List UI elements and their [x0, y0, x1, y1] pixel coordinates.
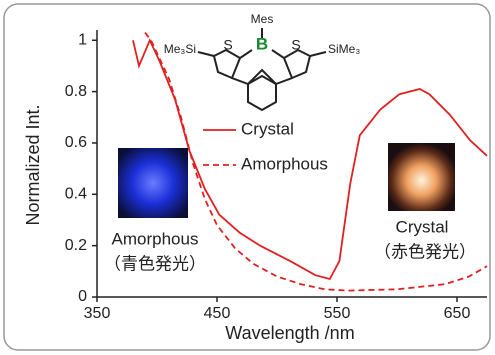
x-tick-label: 650 [444, 305, 471, 322]
chart: 0 0.2 0.4 0.6 0.8 1 350 450 550 650 Wavelength /nm… [0, 0, 495, 355]
annotation: Crystal [396, 217, 449, 236]
annotation: （赤色発光） [374, 242, 476, 261]
structure-label: Mes [251, 12, 274, 26]
y-tick-label: 0 [78, 288, 87, 305]
x-tick-label: 350 [84, 305, 111, 322]
crystal-photo [388, 143, 455, 211]
structure-label: S [223, 37, 232, 53]
y-tick-label: 0.8 [65, 83, 87, 100]
y-tick-label: 1 [78, 31, 87, 48]
annotation: Amorphous [112, 229, 199, 248]
x-tick-label: 450 [204, 305, 231, 322]
amorphous-photo [118, 148, 188, 218]
y-tick-label: 0.6 [65, 134, 87, 151]
structure-label: B [256, 34, 268, 53]
annotation: （青色発光） [104, 254, 206, 273]
y-tick-label: 0.4 [65, 186, 87, 203]
legend-label: Amorphous [241, 154, 328, 173]
legend-label: Crystal [241, 119, 294, 138]
y-tick-label: 0.2 [65, 237, 87, 254]
structure-label: S [291, 37, 300, 53]
y-axis-label: Normalized Int. [23, 104, 43, 225]
structure-label: SiMe₃ [328, 42, 360, 56]
structure-label: Me₃Si [164, 42, 196, 56]
x-tick-label: 550 [324, 305, 351, 322]
x-axis-label: Wavelength /nm [225, 323, 354, 343]
